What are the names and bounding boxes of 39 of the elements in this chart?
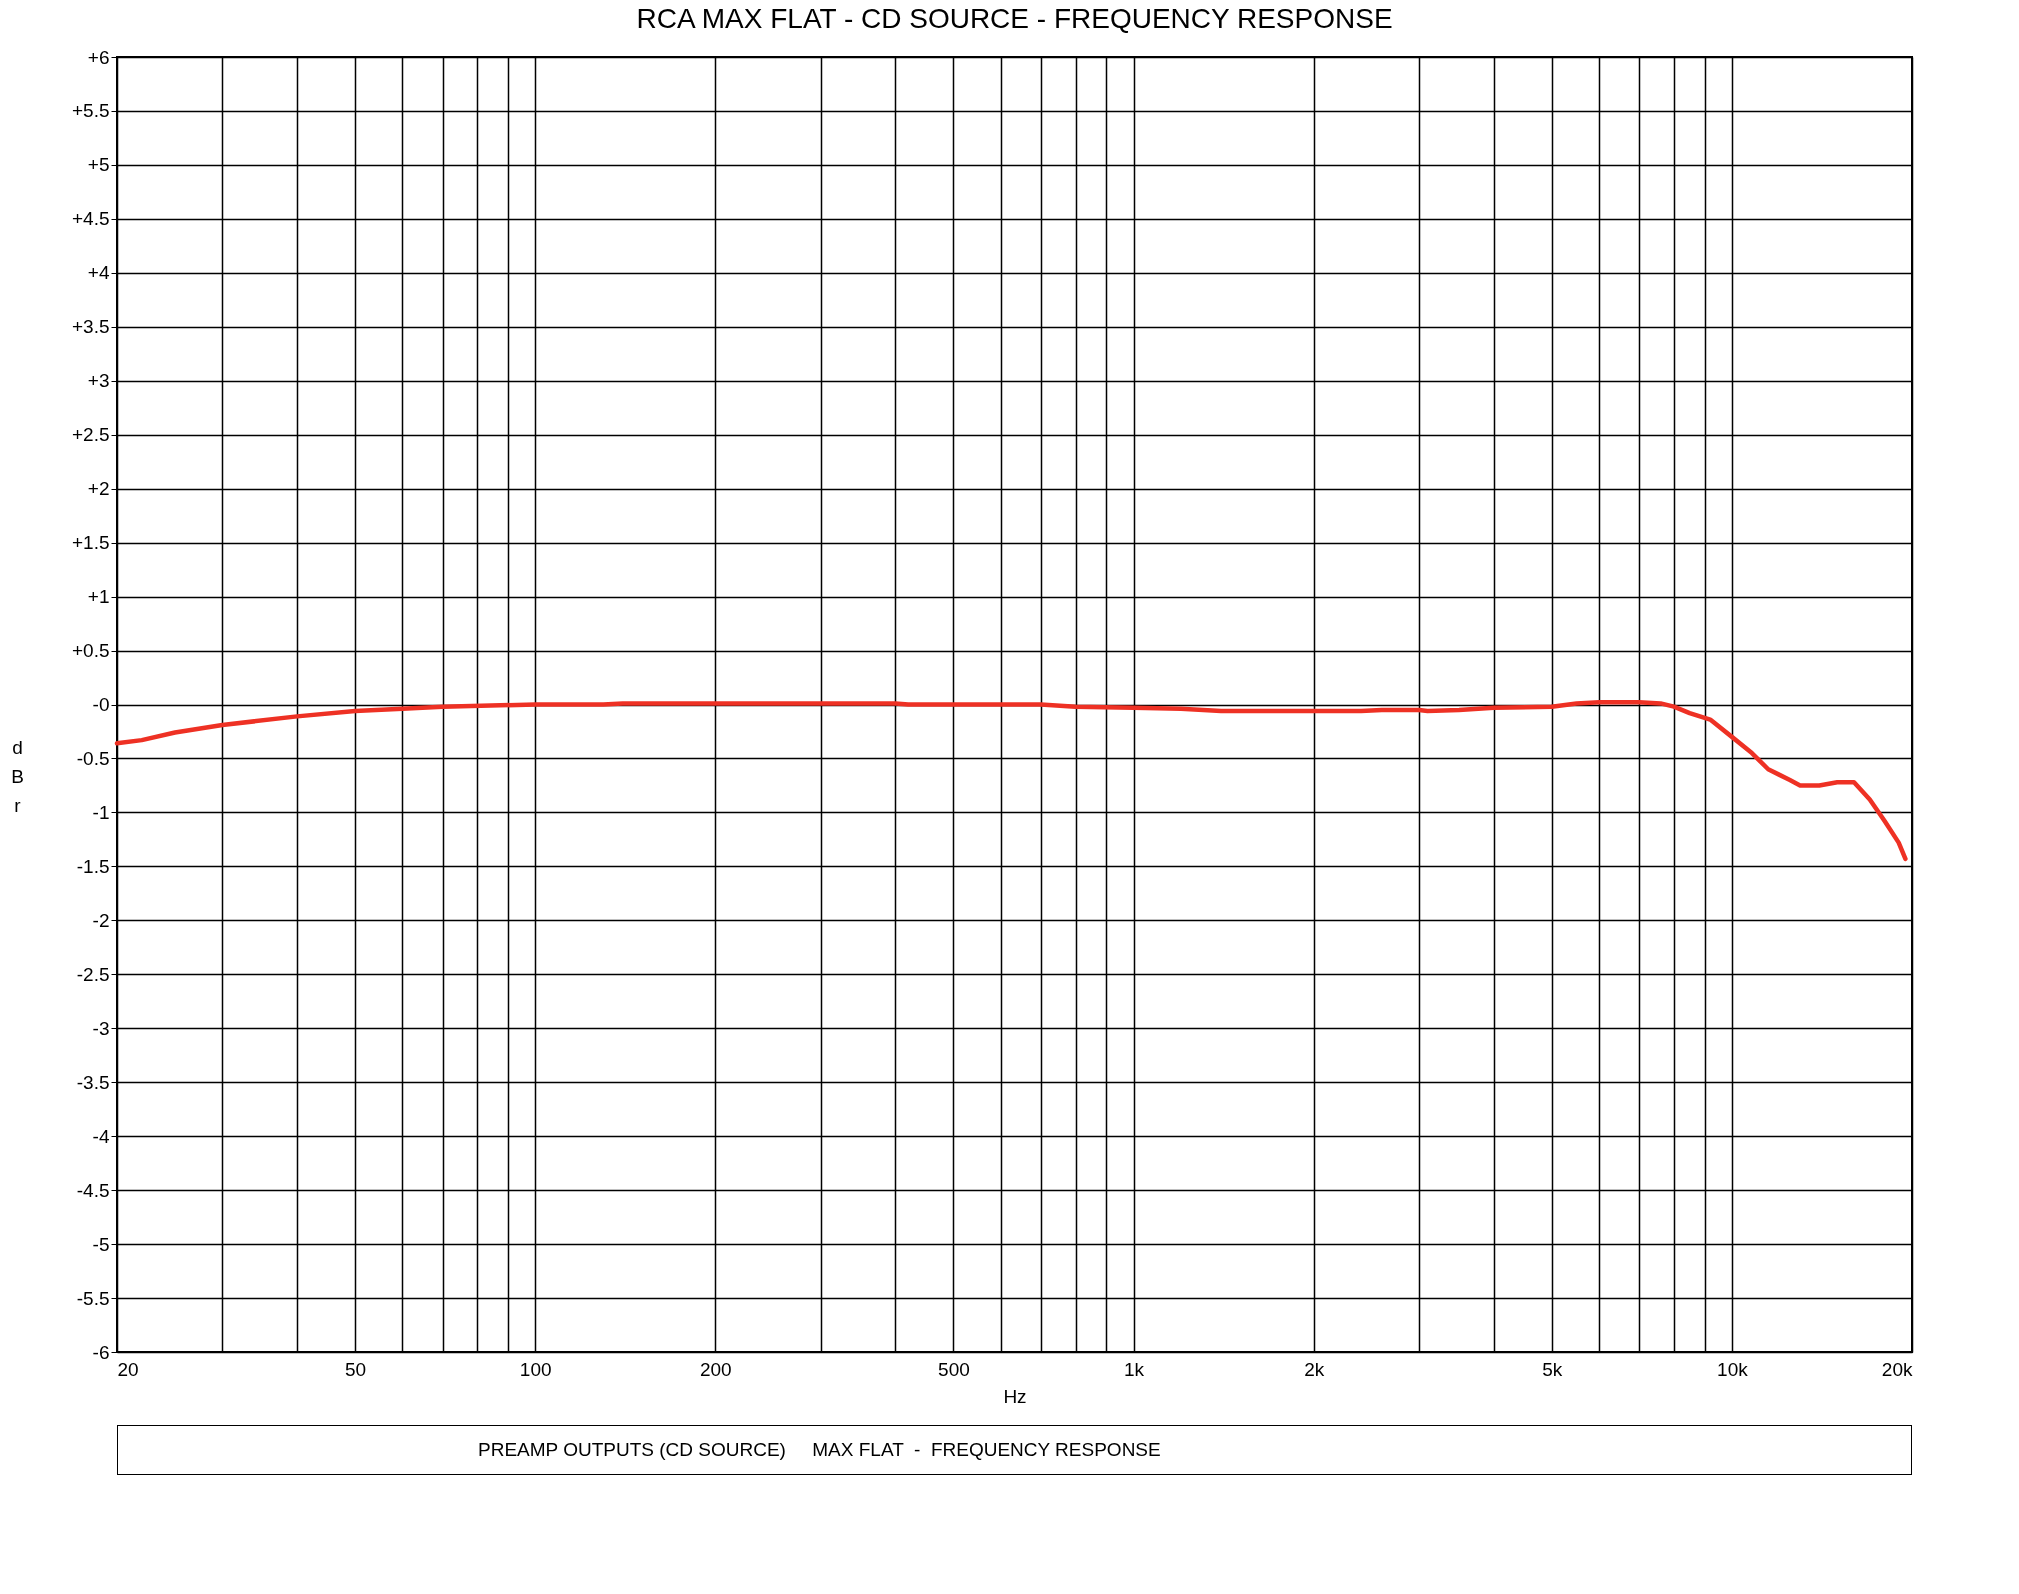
y-tick-label: +2 bbox=[87, 478, 110, 500]
y-tick-label: +4 bbox=[87, 262, 110, 284]
y-tick-label: -3 bbox=[92, 1017, 110, 1039]
x-tick-label: 2k bbox=[1304, 1358, 1325, 1380]
chart-title: RCA MAX FLAT - CD SOURCE - FREQUENCY RESPONSE bbox=[636, 3, 1393, 34]
x-tick-label: 20 bbox=[117, 1358, 139, 1380]
x-tick-label: 100 bbox=[519, 1358, 552, 1380]
y-tick-label: -2 bbox=[92, 909, 110, 931]
y-tick-label: +4.5 bbox=[71, 208, 110, 230]
y-tick-label: -0 bbox=[92, 694, 110, 715]
x-axis-title: Hz bbox=[1003, 1385, 1027, 1407]
y-tick-label: +5 bbox=[87, 154, 110, 176]
x-tick-label: 20k bbox=[1881, 1358, 1913, 1380]
x-tick-label: 200 bbox=[699, 1358, 732, 1380]
y-tick-label: +2.5 bbox=[71, 424, 110, 446]
y-tick-label: +1 bbox=[87, 586, 110, 608]
y-tick-label: +6 bbox=[87, 46, 110, 68]
y-tick-label: -4 bbox=[92, 1125, 110, 1147]
y-axis-title: dBr bbox=[11, 736, 24, 816]
y-tick-label: -2.5 bbox=[76, 963, 110, 985]
y-tick-label: -5 bbox=[92, 1233, 110, 1255]
y-tick-label: -6 bbox=[92, 1341, 110, 1363]
text: PREAMP OUTPUTS (CD SOURCE) MAX FLAT - FREQUENCY RESPONSE bbox=[117, 1425, 1912, 1475]
x-tick-label: 5k bbox=[1542, 1358, 1563, 1380]
x-tick-label: 500 bbox=[938, 1358, 970, 1380]
y-tick-label: -0.5 bbox=[76, 747, 110, 769]
y-tick-label: +1.5 bbox=[71, 532, 110, 554]
y-tick-label: -5.5 bbox=[76, 1287, 110, 1309]
x-tick-label: 10k bbox=[1717, 1358, 1749, 1380]
y-tick-label: -1 bbox=[92, 801, 110, 823]
x-tick-label: 50 bbox=[345, 1358, 367, 1380]
y-tick-label: +3.5 bbox=[71, 316, 110, 338]
y-tick-label: +0.5 bbox=[71, 640, 110, 662]
y-tick-label: -1.5 bbox=[76, 855, 110, 877]
y-tick-label: -4.5 bbox=[76, 1179, 110, 1201]
x-tick-label: 1k bbox=[1124, 1358, 1145, 1380]
y-tick-label: -3.5 bbox=[76, 1071, 110, 1093]
y-tick-label: +5.5 bbox=[71, 100, 110, 122]
y-tick-label: +3 bbox=[87, 370, 110, 392]
